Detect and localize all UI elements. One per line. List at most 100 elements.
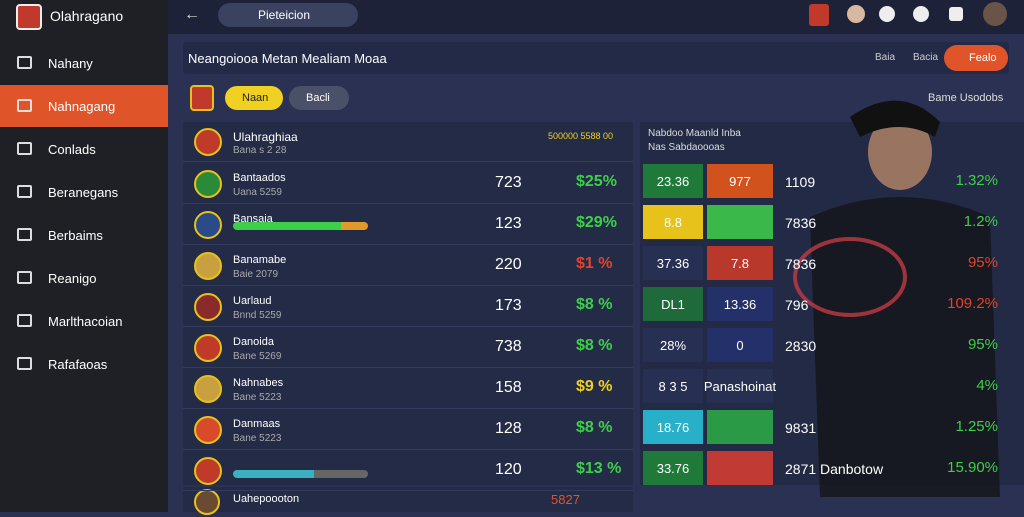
chip-label: Bacli — [306, 92, 330, 104]
app-name: Olahragano — [50, 8, 124, 24]
avatar[interactable] — [983, 2, 1007, 26]
stat-cell: 13.36 — [707, 287, 773, 321]
progress-bar — [233, 222, 368, 230]
avatar — [194, 211, 222, 239]
table-row: Uarlaud Bnnd 5259 173 $8 % — [183, 287, 633, 327]
chip-label: Naan — [242, 92, 269, 104]
avatar — [194, 334, 222, 362]
table-row: Danoida Bane 5269 738 $8 % — [183, 328, 633, 368]
stat-cell: DL1 — [643, 287, 703, 321]
table-panel — [183, 122, 633, 485]
stat-value: 9831 — [785, 420, 817, 436]
table-row: Danmaas Bane 5223 128 $8 % — [183, 410, 633, 450]
row-name: Danmaas — [233, 418, 281, 430]
stat-change: 109.2% — [947, 295, 998, 312]
row-value: 128 — [495, 420, 522, 437]
stat-change: 1.32% — [955, 172, 998, 189]
stat-value: 7836 — [785, 215, 817, 231]
row-change: $29% — [576, 214, 617, 231]
table-row: Ulahraghiaa Bana s 2 28 500000 5588 00 — [183, 122, 633, 162]
search-text: Pieteicion — [258, 8, 311, 22]
row-value: 723 — [495, 174, 522, 191]
table-row: 120 $13 % — [183, 451, 633, 491]
stat-value: 7836 — [785, 256, 817, 272]
nav-item[interactable]: Beranegans — [0, 171, 168, 213]
filter-chip[interactable]: Naan — [225, 86, 283, 110]
row-value: 123 — [495, 215, 522, 232]
stat-cell: 0 — [707, 328, 773, 362]
nav-label: Rafafaoas — [48, 356, 108, 372]
nav-label: Nahany — [48, 55, 93, 71]
nav-item[interactable]: Rafafaoas — [0, 343, 168, 385]
header-title: Neangoiooa Metan Mealiam Moaa — [188, 51, 387, 66]
icon[interactable] — [949, 7, 963, 21]
nav-item[interactable]: Berbaims — [0, 214, 168, 256]
stats-row: 8.8 7836 1.2% — [640, 201, 1024, 241]
stat-cell: 8 3 5 — [643, 369, 703, 403]
search-box[interactable]: Pieteicion — [218, 3, 358, 27]
row-value: 738 — [495, 338, 522, 355]
stat-value: 2830 — [785, 338, 817, 354]
row-value: 220 — [495, 256, 522, 273]
table-row: Nahnabes Bane 5223 158 $9 % — [183, 369, 633, 409]
icon[interactable] — [847, 5, 865, 23]
stat-cell: 977 — [707, 164, 773, 198]
primary-button[interactable]: Fealo — [944, 45, 1008, 71]
header-button[interactable]: Baia — [875, 52, 896, 63]
stats-row: 18.76 9831 1.25% — [640, 406, 1024, 446]
nav-icon — [17, 314, 32, 327]
stat-value: 2871 Danbotow — [785, 461, 884, 477]
stat-cell: 28% — [643, 328, 703, 362]
table-foot: Uahepoooton 5827 — [183, 487, 633, 515]
row-sub: Bana s 2 28 — [233, 145, 287, 156]
row-sub: Uana 5259 — [233, 187, 282, 198]
stat-change: 95% — [967, 254, 998, 271]
nav-icon — [17, 271, 32, 284]
stat-change: 95% — [967, 336, 998, 353]
stat-change: 1.2% — [963, 213, 998, 230]
row-value: 120 — [495, 461, 522, 478]
header-bar: Neangoiooa Metan Mealiam Moaa Baia Bacia… — [183, 42, 1009, 74]
row-name: Uahepoooton — [233, 493, 300, 505]
nav-item[interactable]: Nahnagang — [0, 85, 168, 127]
stat-cell: 23.36 — [643, 164, 703, 198]
row-value: 173 — [495, 297, 522, 314]
icon[interactable] — [879, 6, 895, 22]
row-change: $8 % — [576, 296, 613, 313]
stats-row: DL1 13.36 796 109.2% — [640, 283, 1024, 323]
nav-item[interactable]: Marlthacoian — [0, 300, 168, 342]
sidebar: Olahragano Nahany Nahnagang Conlads Beraneg… — [0, 0, 168, 512]
nav-icon — [17, 142, 32, 155]
back-button[interactable]: ← — [184, 6, 200, 23]
stat-cell — [707, 205, 773, 239]
row-change: $8 % — [576, 337, 613, 354]
progress-bar — [233, 470, 368, 478]
row-change: $9 % — [576, 378, 613, 395]
row-name: Banamabe — [233, 254, 287, 266]
primary-label: Fealo — [969, 52, 997, 64]
row-name: Uarlaud — [233, 295, 272, 307]
nav-item[interactable]: Reanigo — [0, 257, 168, 299]
avatar — [194, 375, 222, 403]
stats-row: 28% 0 2830 95% — [640, 324, 1024, 364]
row-sub: Bane 5223 — [233, 433, 282, 444]
icon[interactable] — [913, 6, 929, 22]
table-row: Bansaia 123 $29% — [183, 205, 633, 245]
header-button[interactable]: Bacia — [913, 52, 939, 63]
stats-panel: Nabdoo Maanld Inba Nas Sabdaoooas — [640, 100, 1024, 497]
team-logo — [190, 85, 214, 111]
row-sub: Baie 2079 — [233, 269, 279, 280]
nav-item[interactable]: Conlads — [0, 128, 168, 170]
stat-cell — [707, 451, 773, 485]
nav-item[interactable]: Nahany — [0, 42, 168, 84]
avatar — [194, 416, 222, 444]
nav-icon — [17, 99, 32, 112]
row-value: 158 — [495, 379, 522, 396]
row-sub: Bane 5223 — [233, 392, 282, 403]
icon[interactable] — [809, 4, 829, 26]
row-change: $8 % — [576, 419, 613, 436]
stat-cell: 7.8 — [707, 246, 773, 280]
filter-chip[interactable]: Bacli — [289, 86, 349, 110]
stat-cell: 33.76 — [643, 451, 703, 485]
